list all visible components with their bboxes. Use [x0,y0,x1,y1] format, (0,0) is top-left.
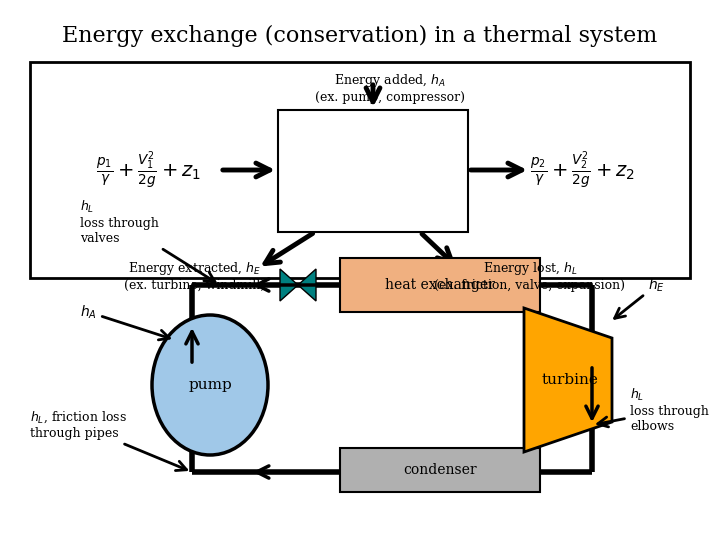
Text: Energy exchange (conservation) in a thermal system: Energy exchange (conservation) in a ther… [63,25,657,47]
Bar [340,258,540,312]
Polygon shape [524,308,612,452]
Text: $h_A$: $h_A$ [80,303,169,340]
Text: $h_L$, friction loss
through pipes: $h_L$, friction loss through pipes [30,410,186,470]
Text: $\frac{p_1}{\gamma}+\frac{V_1^2}{2g}+z_1$: $\frac{p_1}{\gamma}+\frac{V_1^2}{2g}+z_1… [96,149,200,191]
Text: Energy added, $h_A$
(ex. pump, compressor): Energy added, $h_A$ (ex. pump, compresso… [315,72,465,104]
Polygon shape [280,269,298,301]
Text: Energy lost, $h_L$
(ex. friction, valve, expansion): Energy lost, $h_L$ (ex. friction, valve,… [434,260,626,292]
Text: $\frac{p_2}{\gamma}+\frac{V_2^2}{2g}+z_2$: $\frac{p_2}{\gamma}+\frac{V_2^2}{2g}+z_2… [530,149,634,191]
Text: $h_E$: $h_E$ [615,276,665,319]
Text: $h_L$
loss through
valves: $h_L$ loss through valves [80,199,215,282]
Text: heat exchanger: heat exchanger [385,278,495,292]
Bar [278,110,468,232]
Text: Energy extracted, $h_E$
(ex. turbine, windmill): Energy extracted, $h_E$ (ex. turbine, wi… [125,260,266,292]
Ellipse shape [152,315,268,455]
Text: pump: pump [188,378,232,392]
Polygon shape [298,269,316,301]
Text: $h_L$
loss through
elbows: $h_L$ loss through elbows [598,387,709,433]
Text: turbine: turbine [541,373,598,387]
Text: condenser: condenser [403,463,477,477]
Bar [30,62,690,278]
Bar [340,448,540,492]
